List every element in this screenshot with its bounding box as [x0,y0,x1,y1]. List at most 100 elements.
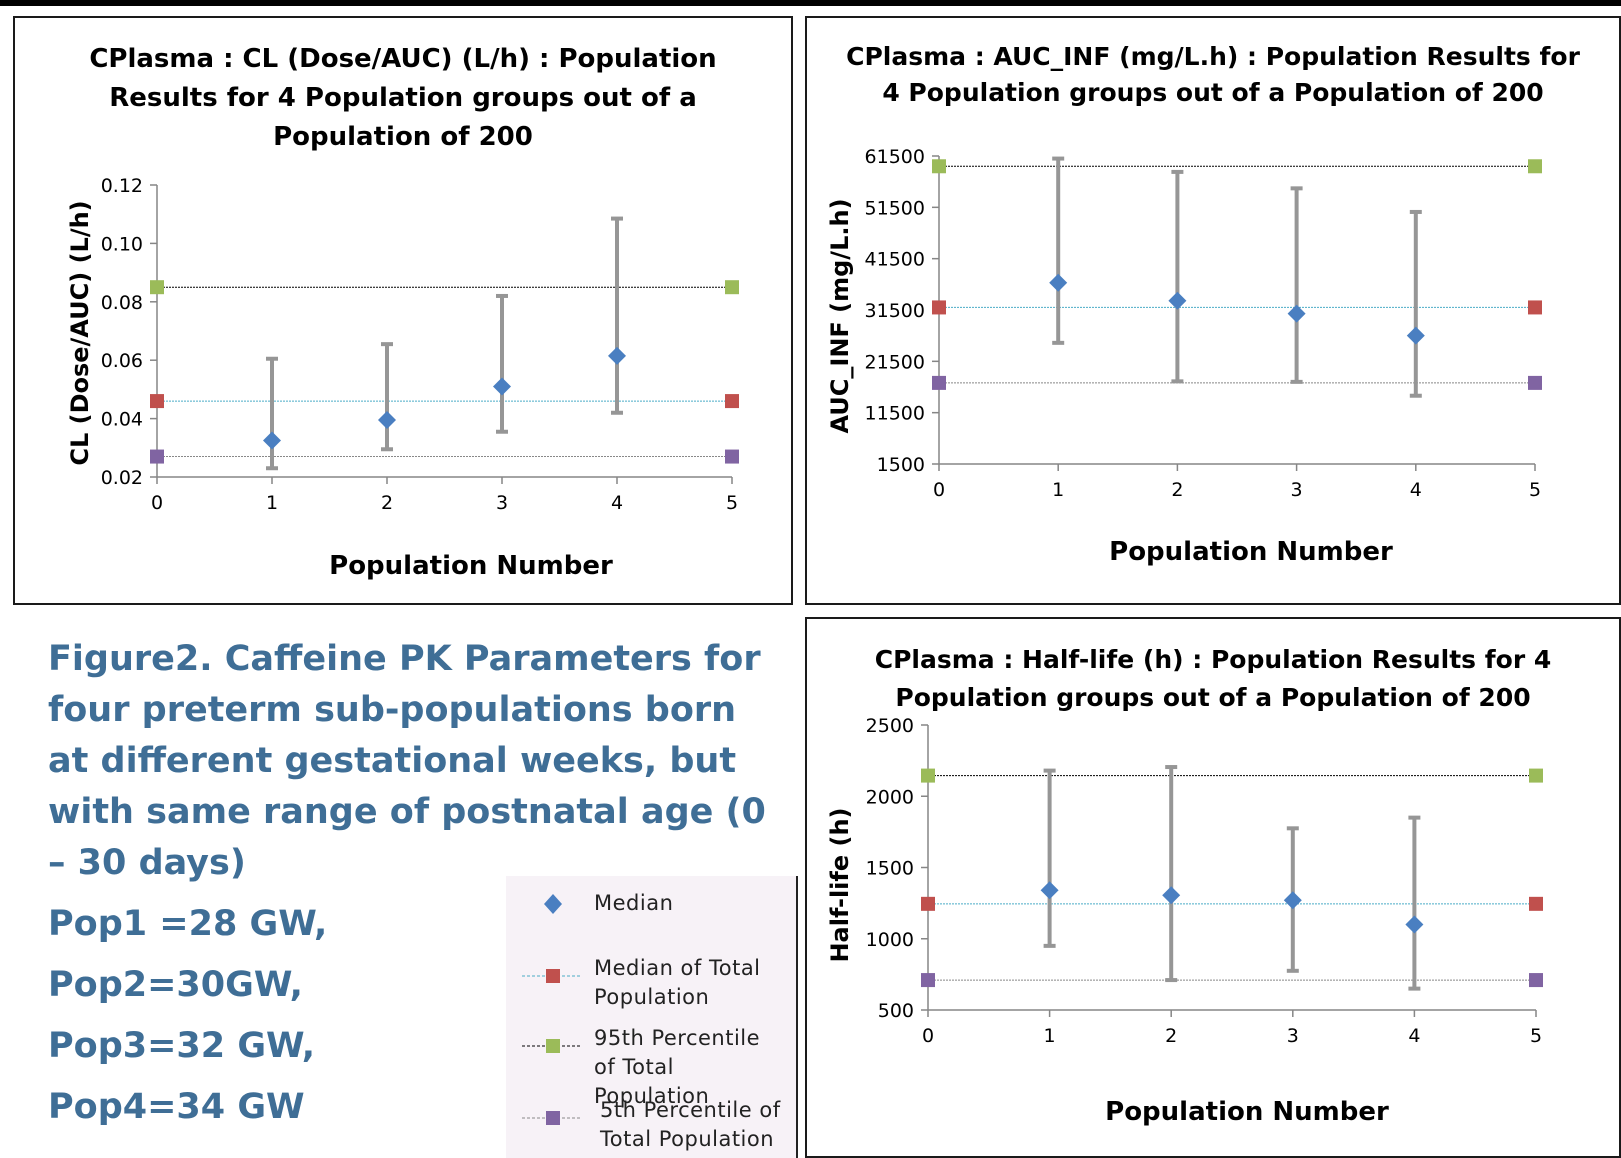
y-tick-label: 0.06 [101,350,143,372]
legend-item-median: Median [506,884,796,924]
y-tick-label: 500 [878,1000,914,1022]
reference-marker-median-total [150,394,164,409]
y-tick-label: 2500 [866,715,914,737]
legend-label: Median of Total Population [594,956,761,1009]
legend-label: 5th Percentile of Total Population [600,1098,781,1151]
x-tick-label: 1 [1044,1025,1056,1047]
x-tick-label: 2 [1165,1025,1177,1047]
x-tick-label: 1 [1052,479,1064,501]
y-axis-label-halflife: Half-life (h) [826,807,854,963]
x-axis-label-halflife: Population Number [1105,1097,1389,1127]
x-tick-label: 5 [1529,479,1541,501]
chart-title-cl: CPlasma : CL (Dose/AUC) (L/h) : Populati… [15,40,791,157]
y-tick-label: 1000 [866,929,914,951]
reference-marker-p5 [1528,375,1542,390]
y-tick-label: 41500 [865,249,925,271]
reference-marker-p5 [150,449,164,464]
figure-caption: Figure2. Caffeine PK Parameters for four… [48,639,766,883]
legend-label: 95th Percentile of Total Population [594,1026,761,1108]
x-tick-label: 4 [1408,1025,1420,1047]
y-tick-label: 1500 [866,858,914,880]
median-point [1406,326,1425,345]
reference-marker-median-total [1529,896,1543,911]
reference-marker-p5 [725,449,739,464]
x-axis-label-cl: Population Number [329,551,613,581]
median-point [1287,304,1306,323]
reference-marker-median-total [725,394,739,409]
top-border-bar [0,0,1621,6]
x-tick-label: 3 [1287,1025,1299,1047]
reference-marker-p5 [921,973,935,988]
x-tick-label: 0 [933,479,945,501]
legend-label: Median [594,891,674,915]
legend-marker-p95 [522,1039,582,1053]
x-axis-label-auc: Population Number [1109,537,1393,567]
pop-label-1: Pop1 =28 GW, [48,904,328,944]
x-tick-label: 3 [1291,479,1303,501]
legend-item-median-total: Median of Total Population [506,952,796,1012]
median-point [1168,291,1187,310]
chart-panel-cl: CPlasma : CL (Dose/AUC) (L/h) : Populati… [13,16,793,605]
y-tick-label: 2000 [866,786,914,808]
chart-title-halflife: CPlasma : Half-life (h) : Population Res… [807,641,1619,717]
x-tick-label: 4 [1410,479,1422,501]
legend-marker-p5 [522,1111,582,1125]
x-tick-label: 2 [1171,479,1183,501]
y-tick-label: 0.12 [101,175,143,197]
pop-label-4: Pop4=34 GW [48,1087,305,1127]
x-tick-label: 5 [1530,1025,1542,1047]
y-tick-label: 51500 [865,197,925,219]
chart-title-line: Population of 200 [273,122,533,152]
median-point [1040,881,1059,900]
reference-marker-p95 [725,280,739,295]
legend-marker-median [544,894,562,914]
plot-area-auc: 1500 11500 21500 31500 41500 51500 61500 0 1 2 3 4 5 [865,146,1542,501]
reference-marker-p95 [150,280,164,295]
chart-title-line: Results for 4 Population groups out of a [109,83,697,113]
x-tick-label: 3 [496,492,508,514]
y-tick-label: 61500 [865,146,925,168]
median-point [263,431,281,450]
x-tick-label: 5 [726,492,738,514]
plot-area-cl: 0.02 0.04 0.06 0.08 0.10 0.12 0 1 2 3 4 5 [101,175,739,514]
y-tick-label: 11500 [865,403,925,425]
chart-title-line: Population groups out of a Population of… [895,683,1531,712]
y-axis-label-cl: CL (Dose/AUC) (L/h) [66,200,94,466]
x-tick-label: 0 [922,1025,934,1047]
pop-label-3: Pop3=32 GW, [48,1026,316,1066]
reference-marker-median-total [1528,300,1542,315]
reference-marker-p5 [932,375,946,390]
plot-area-halflife: 500 1000 1500 2000 2500 0 1 2 3 4 5 [866,715,1543,1047]
median-point [1049,273,1068,292]
chart-title-line: CPlasma : CL (Dose/AUC) (L/h) : Populati… [89,44,717,74]
x-tick-label: 0 [151,492,163,514]
reference-marker-p95 [1528,159,1542,174]
reference-marker-p5 [1529,973,1543,988]
y-tick-label: 0.10 [101,233,143,255]
chart-panel-halflife: CPlasma : Half-life (h) : Population Res… [805,617,1621,1158]
x-tick-label: 1 [266,492,278,514]
median-point [378,411,396,430]
pop-label-2: Pop2=30GW, [48,965,303,1005]
chart-title-auc: CPlasma : AUC_INF (mg/L.h) : Population … [807,39,1619,111]
chart-title-line: CPlasma : AUC_INF (mg/L.h) : Population … [846,42,1580,71]
median-point [1405,915,1424,934]
chart-title-line: 4 Population groups out of a Population … [882,78,1544,107]
median-point [608,346,626,365]
chart-title-line: CPlasma : Half-life (h) : Population Res… [874,645,1552,674]
legend-marker-median-total [522,969,582,983]
y-tick-label: 0.02 [101,467,143,489]
chart-legend: Median Median of Total Population 95th P… [506,876,798,1158]
y-tick-label: 0.04 [101,409,143,431]
y-tick-label: 21500 [865,351,925,373]
reference-marker-median-total [921,896,935,911]
reference-marker-p95 [921,768,935,783]
reference-marker-p95 [932,159,946,174]
y-tick-label: 0.08 [101,292,143,314]
chart-panel-auc: CPlasma : AUC_INF (mg/L.h) : Population … [805,16,1621,605]
reference-marker-median-total [932,300,946,315]
median-point [1283,891,1302,910]
legend-item-p5: 5th Percentile of Total Population [506,1094,796,1154]
x-tick-label: 2 [381,492,393,514]
x-tick-label: 4 [611,492,623,514]
